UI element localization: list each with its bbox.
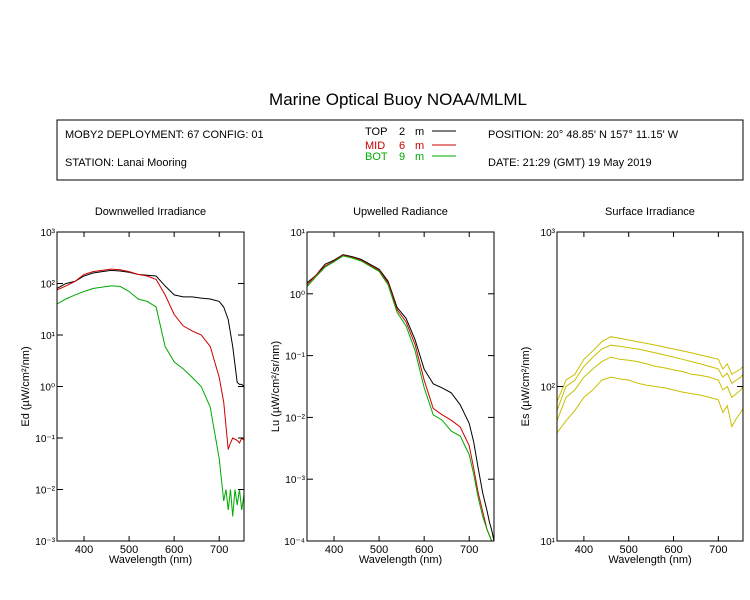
x-axis-label: Wavelength (nm) <box>608 554 691 566</box>
panel-title: Upwelled Radiance <box>353 206 448 218</box>
panel-2: Upwelled Radiance 400 500 600 700 10⁻⁴ 10⁻³ 10⁻… <box>270 206 495 566</box>
y-tick-label: 10⁻³ <box>285 475 305 486</box>
y-tick-label: 10⁰ <box>40 383 55 394</box>
x-tick-label: 400 <box>75 544 93 556</box>
legend-depth-mid: 6 <box>399 140 405 152</box>
x-tick-label: 700 <box>210 544 228 556</box>
series-line-bot <box>57 285 244 517</box>
series-line-top <box>307 254 494 541</box>
x-tick-label: 400 <box>575 544 593 556</box>
station-text: STATION: Lanai Mooring <box>65 157 187 169</box>
y-tick-label: 10⁻² <box>35 486 55 497</box>
y-tick-label: 10¹ <box>291 228 306 239</box>
y-tick-label: 10¹ <box>541 537 556 548</box>
y-tick-label: 10² <box>41 280 56 291</box>
x-tick-label: 600 <box>415 544 433 556</box>
y-axis-label: Es (µW/cm²/nm) <box>520 347 532 427</box>
x-axis-label: Wavelength (nm) <box>359 554 442 566</box>
panel-1: Downwelled Irradiance 400 500 600 700 10⁻³ 10⁻… <box>20 206 245 566</box>
legend-label-bot: BOT <box>365 151 388 163</box>
y-axis-label: Lu (µW/cm²/sr/nm) <box>270 341 282 432</box>
legend-depth-bot: 9 <box>399 151 405 163</box>
legend-label-top: TOP <box>365 126 387 138</box>
y-tick-label: 10³ <box>541 228 556 239</box>
chart-panels: Downwelled Irradiance 400 500 600 700 10⁻³ 10⁻… <box>20 206 744 566</box>
x-tick-label: 500 <box>620 544 638 556</box>
deployment-text: MOBY2 DEPLOYMENT: 67 CONFIG: 01 <box>65 129 264 141</box>
series-line-mid <box>307 254 494 541</box>
x-tick-label: 600 <box>165 544 183 556</box>
x-axis-label: Wavelength (nm) <box>109 554 192 566</box>
x-tick-label: 700 <box>709 544 727 556</box>
plot-frame <box>56 231 245 542</box>
legend-unit-top: m <box>415 126 424 138</box>
y-tick-label: 10³ <box>41 228 56 239</box>
figure-title: Marine Optical Buoy NOAA/MLML <box>269 90 527 109</box>
y-tick-label: 10⁻¹ <box>35 434 55 445</box>
y-tick-label: 10⁰ <box>290 290 305 301</box>
series-line-mid <box>57 268 244 450</box>
legend-unit-bot: m <box>415 151 424 163</box>
y-tick-label: 10¹ <box>41 331 56 342</box>
series-line-4 <box>557 376 743 434</box>
date-text: DATE: 21:29 (GMT) 19 May 2019 <box>488 157 652 169</box>
series-line-3 <box>557 356 743 421</box>
y-tick-label: 10² <box>541 383 556 394</box>
plot-frame <box>306 231 495 542</box>
y-tick-label: 10⁻¹ <box>285 352 305 363</box>
series-line-bot <box>307 255 494 541</box>
series-line-top <box>57 269 244 387</box>
position-text: POSITION: 20° 48.85' N 157° 11.15' W <box>488 129 679 141</box>
plot-frame <box>556 231 744 542</box>
legend-label-mid: MID <box>365 140 385 152</box>
legend-unit-mid: m <box>415 140 424 152</box>
x-tick-label: 500 <box>370 544 388 556</box>
x-tick-label: 700 <box>460 544 478 556</box>
panel-title: Downwelled Irradiance <box>95 206 206 218</box>
series-line-2 <box>557 344 743 411</box>
y-axis-label: Ed (µW/cm²/nm) <box>20 346 32 426</box>
x-tick-label: 400 <box>325 544 343 556</box>
x-tick-label: 600 <box>664 544 682 556</box>
y-tick-label: 10⁻³ <box>35 537 55 548</box>
info-box <box>56 119 744 181</box>
y-tick-label: 10⁻⁴ <box>284 537 305 548</box>
y-tick-label: 10⁻² <box>285 413 305 424</box>
panel-title: Surface Irradiance <box>605 206 695 218</box>
x-tick-label: 500 <box>120 544 138 556</box>
series-line-1 <box>557 336 743 402</box>
legend-depth-top: 2 <box>399 126 405 138</box>
panel-3: Surface Irradiance 400 500 600 700 10¹ 10² 10³ W… <box>520 206 744 566</box>
